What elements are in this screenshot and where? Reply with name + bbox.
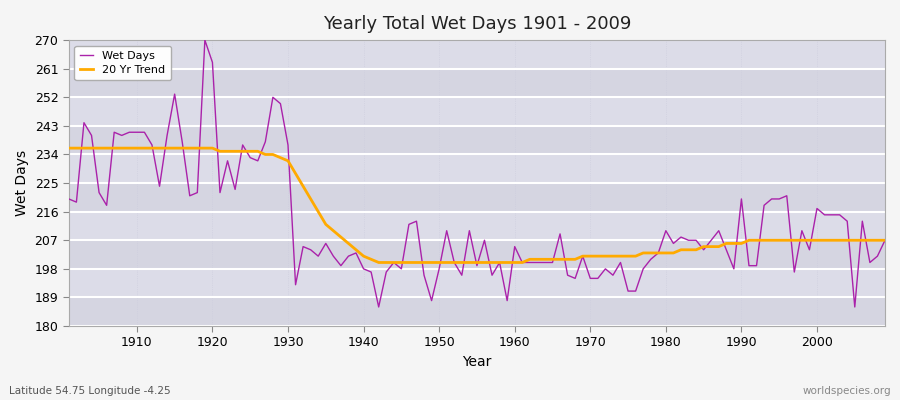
Text: Latitude 54.75 Longitude -4.25: Latitude 54.75 Longitude -4.25 xyxy=(9,386,171,396)
Wet Days xyxy=(517,260,527,265)
20 Yr Trend xyxy=(517,260,527,265)
20 Yr Trend xyxy=(374,260,384,265)
Text: worldspecies.org: worldspecies.org xyxy=(803,386,891,396)
Line: 20 Yr Trend: 20 Yr Trend xyxy=(68,148,885,262)
Bar xyxy=(68,97,885,126)
20 Yr Trend xyxy=(336,235,346,240)
Bar xyxy=(68,269,885,298)
Bar xyxy=(68,154,885,183)
Wet Days xyxy=(525,260,535,265)
Line: Wet Days: Wet Days xyxy=(68,40,885,307)
20 Yr Trend xyxy=(608,254,618,258)
20 Yr Trend xyxy=(879,238,890,243)
Bar xyxy=(68,240,885,269)
Wet Days xyxy=(124,130,135,135)
Wet Days xyxy=(374,304,384,309)
Bar xyxy=(68,40,885,69)
Bar xyxy=(68,69,885,97)
Title: Yearly Total Wet Days 1901 - 2009: Yearly Total Wet Days 1901 - 2009 xyxy=(323,15,631,33)
20 Yr Trend xyxy=(63,146,74,150)
Wet Days xyxy=(615,260,626,265)
20 Yr Trend xyxy=(509,260,520,265)
20 Yr Trend xyxy=(124,146,135,150)
Bar xyxy=(68,298,885,326)
Bar xyxy=(68,212,885,240)
Wet Days xyxy=(879,238,890,243)
Legend: Wet Days, 20 Yr Trend: Wet Days, 20 Yr Trend xyxy=(75,46,171,80)
Y-axis label: Wet Days: Wet Days xyxy=(15,150,29,216)
X-axis label: Year: Year xyxy=(463,355,491,369)
Wet Days xyxy=(200,38,211,42)
20 Yr Trend xyxy=(290,171,301,176)
Wet Days xyxy=(343,254,354,258)
Wet Days xyxy=(298,244,309,249)
Bar xyxy=(68,183,885,212)
Bar xyxy=(68,126,885,154)
Wet Days xyxy=(63,196,74,201)
